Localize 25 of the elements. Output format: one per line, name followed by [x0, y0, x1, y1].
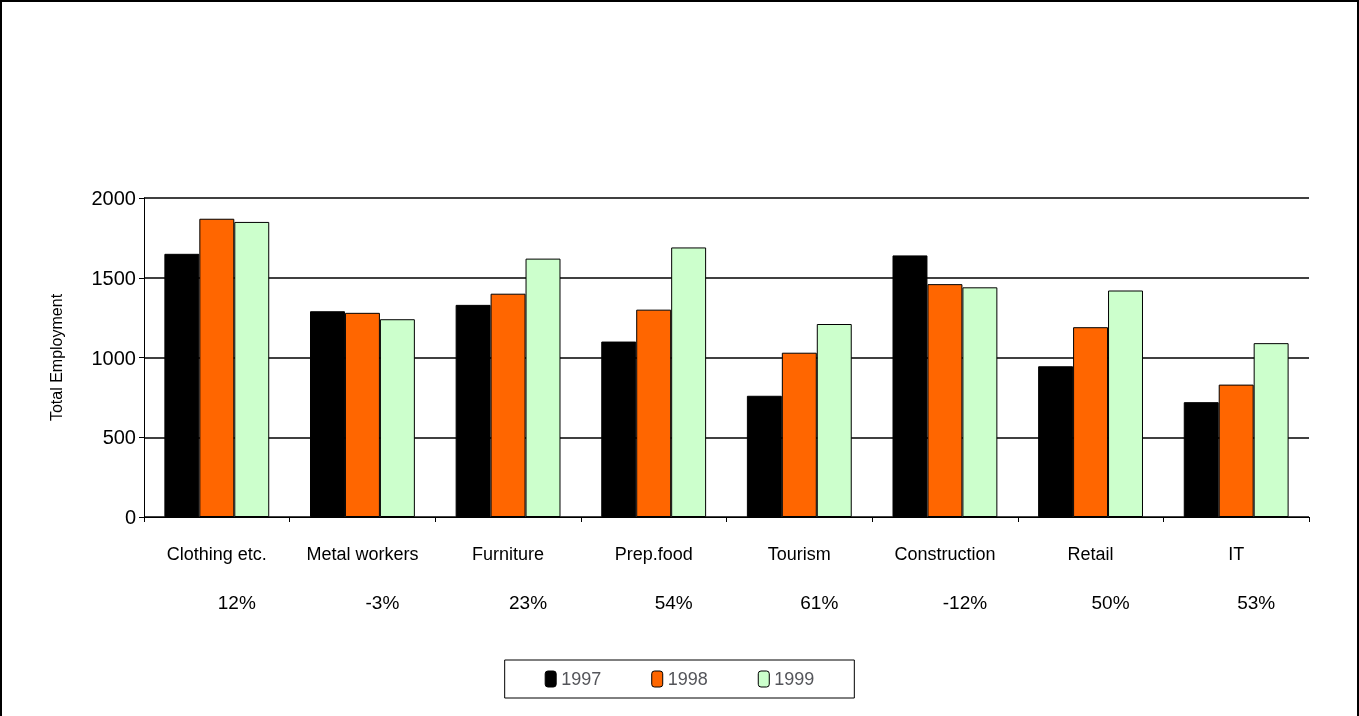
y-tick-label: 1000 — [91, 346, 136, 369]
x-tick-label: Tourism — [767, 544, 831, 564]
x-tick-label: Furniture — [472, 544, 545, 564]
x-tick-label: Metal workers — [306, 544, 419, 564]
x-tick-label: Prep.food — [614, 544, 693, 564]
legend-label: 1999 — [774, 669, 815, 689]
legend-label: 1997 — [561, 669, 602, 689]
text: 50% — [1091, 591, 1130, 613]
y-tick-label: 2000 — [91, 187, 136, 209]
legend-label: 1998 — [667, 669, 708, 689]
x-tick-label: Retail — [1067, 544, 1114, 564]
x-tick-label: Construction — [894, 544, 996, 564]
text: 54% — [654, 591, 693, 613]
text: -12% — [942, 591, 988, 613]
text: 53% — [1237, 591, 1276, 613]
text: -3% — [365, 591, 400, 613]
y-tick-label: 1500 — [91, 266, 136, 289]
text: 12% — [217, 591, 256, 613]
y-tick-label: 0 — [124, 506, 136, 528]
text: 61% — [800, 591, 839, 613]
x-tick-label: IT — [1228, 544, 1245, 564]
y-axis-title: Total Employment — [47, 293, 65, 422]
x-tick-label: Clothing etc. — [166, 544, 267, 564]
y-tick-label: 500 — [102, 426, 136, 449]
text: 23% — [509, 591, 548, 613]
